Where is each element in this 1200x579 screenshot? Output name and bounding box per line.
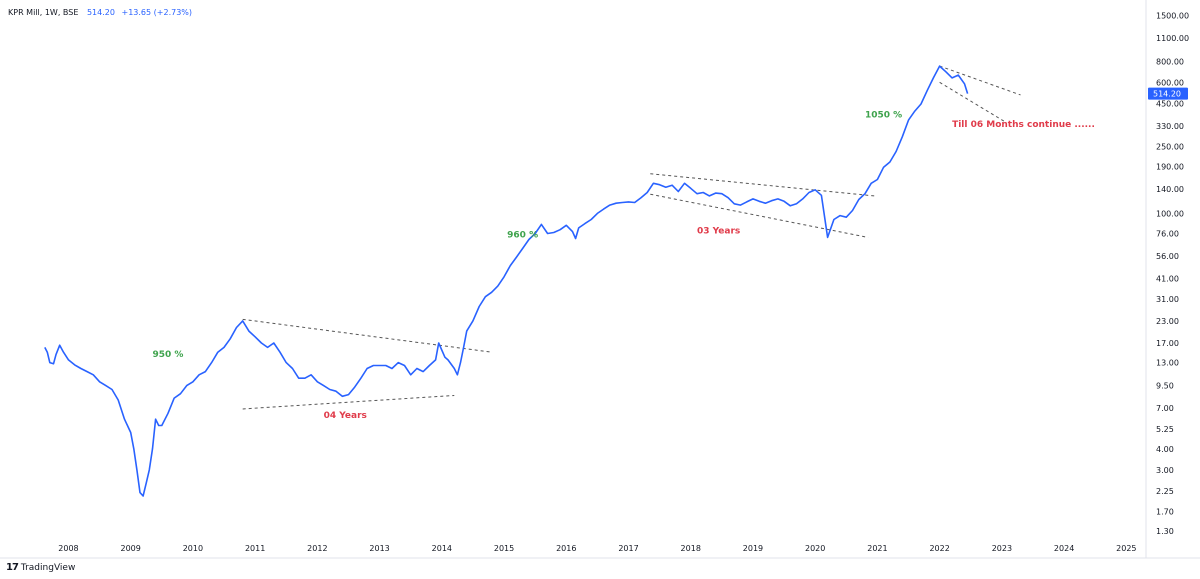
- price-tick-label: 450.00: [1156, 99, 1184, 108]
- time-tick-label: 2011: [245, 544, 265, 553]
- price-series-line[interactable]: [44, 65, 969, 497]
- price-tick-label: 250.00: [1156, 142, 1184, 151]
- symbol-header: KPR Mill, 1W, BSE 514.20 +13.65 (+2.73%): [8, 8, 192, 17]
- price-tick-label: 3.00: [1156, 466, 1174, 475]
- time-tick-label: 2013: [369, 544, 389, 553]
- time-tick-label: 2010: [183, 544, 203, 553]
- trendline[interactable]: [650, 173, 875, 197]
- trendline[interactable]: [939, 81, 1006, 123]
- tradingview-logo-text: TradingView: [20, 562, 76, 573]
- price-tick-label: 23.00: [1156, 317, 1179, 326]
- last-price-tag: [1148, 87, 1188, 100]
- period-annotation: Till 06 Months continue ......: [952, 120, 1095, 130]
- period-annotation: 03 Years: [697, 226, 740, 236]
- trendline[interactable]: [242, 394, 455, 410]
- price-change: +13.65 (+2.73%): [121, 8, 193, 17]
- price-tick-label: 5.25: [1156, 425, 1174, 434]
- price-tick-label: 1.70: [1156, 507, 1174, 516]
- price-tick-label: 13.00: [1156, 359, 1179, 368]
- price-tick-label: 1.30: [1156, 527, 1174, 536]
- price-tick-label: 100.00: [1156, 209, 1184, 218]
- price-tick-label: 31.00: [1156, 295, 1179, 304]
- tradingview-logo[interactable]: 17 TradingView: [6, 562, 75, 573]
- price-tick-label: 140.00: [1156, 185, 1184, 194]
- price-tick-label: 17.00: [1156, 339, 1179, 348]
- period-annotation: 04 Years: [324, 411, 367, 421]
- trendline[interactable]: [939, 65, 1021, 96]
- gain-annotation: 950 %: [152, 350, 183, 360]
- price-tick-label: 4.00: [1156, 445, 1174, 454]
- time-tick-label: 2019: [743, 544, 763, 553]
- time-tick-label: 2024: [1054, 544, 1074, 553]
- price-tick-label: 2.25: [1156, 487, 1174, 496]
- tradingview-logo-icon: 17: [6, 562, 19, 573]
- time-tick-label: 2017: [618, 544, 638, 553]
- time-tick-label: 2023: [992, 544, 1012, 553]
- price-tick-label: 56.00: [1156, 252, 1179, 261]
- time-tick-label: 2018: [681, 544, 701, 553]
- last-value: 514.20: [86, 8, 115, 17]
- price-tick-label: 9.50: [1156, 382, 1174, 391]
- price-tick-label: 1500.00: [1156, 11, 1189, 20]
- price-tick-label: 1100.00: [1156, 34, 1189, 43]
- price-tick-label: 41.00: [1156, 275, 1179, 284]
- time-tick-label: 2021: [867, 544, 887, 553]
- price-tick-label: 600.00: [1156, 78, 1184, 87]
- price-tick-label: 76.00: [1156, 229, 1179, 238]
- gain-annotation: 960 %: [507, 230, 538, 240]
- time-tick-label: 2015: [494, 544, 514, 553]
- time-tick-label: 2008: [58, 544, 78, 553]
- time-tick-label: 2016: [556, 544, 576, 553]
- time-tick-label: 2025: [1116, 544, 1136, 553]
- trendline[interactable]: [650, 193, 869, 238]
- time-tick-label: 2012: [307, 544, 327, 553]
- symbol-line: KPR Mill, 1W, BSE: [8, 8, 79, 17]
- time-tick-label: 2014: [432, 544, 452, 553]
- last-price-label: 514.20: [1153, 90, 1181, 99]
- trendline[interactable]: [242, 318, 492, 353]
- price-tick-label: 190.00: [1156, 162, 1184, 171]
- time-tick-label: 2022: [929, 544, 949, 553]
- time-tick-label: 2009: [120, 544, 140, 553]
- price-tick-label: 330.00: [1156, 122, 1184, 131]
- gain-annotation: 1050 %: [865, 110, 902, 120]
- time-tick-label: 2020: [805, 544, 825, 553]
- price-tick-label: 7.00: [1156, 404, 1174, 413]
- price-tick-label: 800.00: [1156, 57, 1184, 66]
